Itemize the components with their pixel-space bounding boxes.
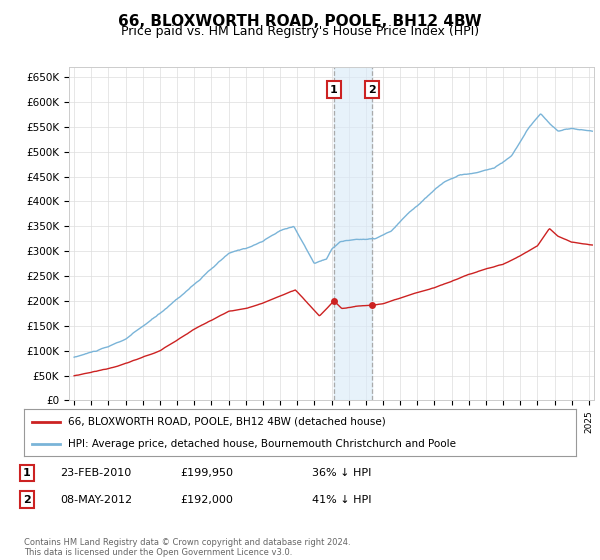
Text: Price paid vs. HM Land Registry's House Price Index (HPI): Price paid vs. HM Land Registry's House … — [121, 25, 479, 38]
Text: 23-FEB-2010: 23-FEB-2010 — [60, 468, 131, 478]
Text: Contains HM Land Registry data © Crown copyright and database right 2024.
This d: Contains HM Land Registry data © Crown c… — [24, 538, 350, 557]
Text: 41% ↓ HPI: 41% ↓ HPI — [312, 494, 371, 505]
Text: 2: 2 — [23, 494, 31, 505]
Text: 36% ↓ HPI: 36% ↓ HPI — [312, 468, 371, 478]
Text: 08-MAY-2012: 08-MAY-2012 — [60, 494, 132, 505]
Bar — [334, 67, 372, 400]
Text: 1: 1 — [23, 468, 31, 478]
Text: 66, BLOXWORTH ROAD, POOLE, BH12 4BW: 66, BLOXWORTH ROAD, POOLE, BH12 4BW — [118, 14, 482, 29]
Text: £199,950: £199,950 — [180, 468, 233, 478]
Text: 1: 1 — [330, 85, 338, 95]
Text: 66, BLOXWORTH ROAD, POOLE, BH12 4BW (detached house): 66, BLOXWORTH ROAD, POOLE, BH12 4BW (det… — [68, 417, 386, 427]
Text: £192,000: £192,000 — [180, 494, 233, 505]
Text: 2: 2 — [368, 85, 376, 95]
Text: HPI: Average price, detached house, Bournemouth Christchurch and Poole: HPI: Average price, detached house, Bour… — [68, 438, 456, 449]
